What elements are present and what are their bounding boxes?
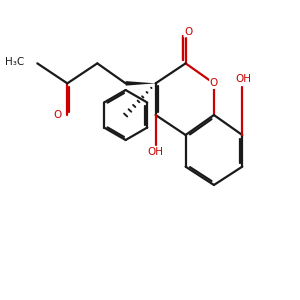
Text: H₃C: H₃C	[5, 57, 25, 68]
Text: O: O	[54, 110, 62, 120]
Text: O: O	[210, 78, 218, 88]
Text: O: O	[184, 27, 192, 37]
Polygon shape	[126, 81, 156, 85]
Text: OH: OH	[235, 74, 251, 84]
Text: OH: OH	[148, 147, 164, 157]
